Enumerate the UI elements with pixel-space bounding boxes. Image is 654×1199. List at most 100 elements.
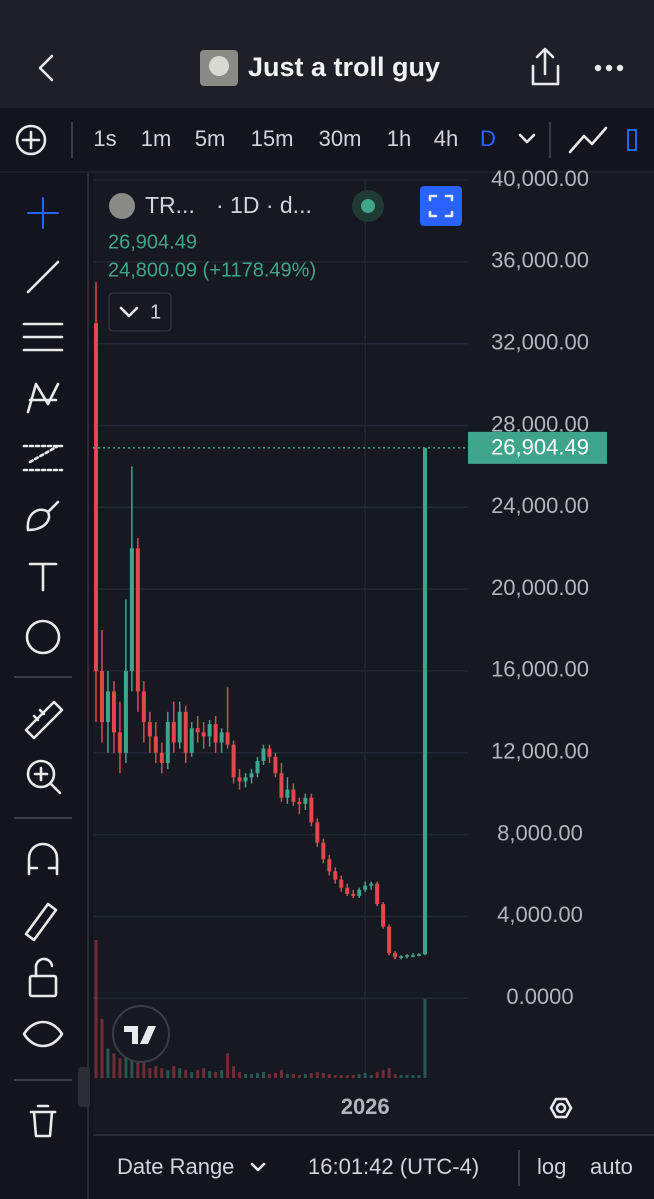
y-tick-label: 8,000.00 [497, 820, 583, 845]
volume-bar [256, 1073, 260, 1078]
candle-body [171, 722, 176, 743]
visibility-tool[interactable] [22, 1020, 64, 1048]
timeframe-button[interactable]: D [480, 126, 496, 151]
timeframe-button[interactable]: 30m [319, 126, 362, 151]
unlock-tool[interactable] [28, 974, 58, 998]
volume-bar [423, 999, 427, 1078]
volume-bar [220, 1070, 224, 1078]
zoom-tool[interactable] [26, 759, 56, 789]
add-button[interactable] [15, 124, 47, 156]
status-dot [361, 199, 375, 213]
indicator-toggle[interactable] [108, 292, 172, 332]
volume-bar [261, 1072, 265, 1078]
back-button[interactable] [38, 54, 54, 82]
timeframe-button[interactable]: 5m [195, 126, 226, 151]
candle-body [387, 926, 392, 954]
volume-bar [184, 1070, 188, 1078]
candle-body [111, 691, 116, 733]
volume-bar [309, 1073, 313, 1078]
candle-body [195, 728, 200, 733]
volume-bar [94, 940, 98, 1078]
candle-body [159, 752, 164, 763]
magnet-tool[interactable] [27, 842, 59, 876]
candle-body [405, 955, 410, 957]
pattern-tool[interactable] [26, 382, 60, 414]
candle-body [123, 670, 128, 753]
candle-body [213, 724, 218, 743]
prediction-tool[interactable] [22, 444, 64, 472]
volume-bar [196, 1070, 200, 1078]
ruler-tool[interactable] [24, 700, 64, 740]
candle-body [297, 801, 302, 804]
timeframe-dropdown[interactable] [518, 133, 536, 144]
trash-tool[interactable] [29, 1104, 57, 1138]
volume-bar [375, 1072, 379, 1078]
chart-panel [93, 173, 654, 1135]
volume-bar [405, 1075, 409, 1078]
volume-bar [166, 1070, 170, 1078]
volume-bar [148, 1068, 152, 1078]
trend-line-tool[interactable] [26, 260, 60, 294]
volume-bar [297, 1075, 301, 1078]
symbol: TR... [145, 192, 195, 218]
header-title: Just a troll guy [248, 52, 440, 82]
y-tick-label: 36,000.00 [491, 248, 589, 273]
volume-bar [273, 1073, 277, 1078]
volume-bar [279, 1070, 283, 1078]
volume-bar [333, 1075, 337, 1078]
date-range-button[interactable]: Date Range [117, 1154, 234, 1179]
timeframe-button[interactable]: 4h [434, 126, 458, 151]
settings-button[interactable] [549, 1097, 573, 1119]
y-tick-label: 32,000.00 [491, 329, 589, 354]
candle-body [129, 548, 134, 671]
candle-body [135, 548, 140, 692]
candle-body [99, 670, 104, 723]
line-chart-button[interactable] [568, 126, 608, 154]
candle-body [117, 732, 122, 753]
crosshair-tool[interactable] [27, 197, 59, 229]
more-button[interactable] [594, 64, 624, 72]
clock: 16:01:42 (UTC-4) [308, 1154, 479, 1179]
candle-body [381, 904, 386, 927]
y-tick-label: 24,000.00 [491, 493, 589, 518]
timeframe-button[interactable]: 1h [387, 126, 411, 151]
candle-body [183, 711, 188, 753]
volume-bar [112, 1053, 116, 1078]
tv-logo [112, 1005, 170, 1063]
candle-chart-button[interactable] [627, 129, 637, 151]
candle-body [303, 797, 308, 804]
volume-bar [321, 1073, 325, 1078]
candle-body [105, 691, 110, 723]
y-tick-label: 12,000.00 [491, 739, 589, 764]
interval-info: · 1D · d... [216, 192, 312, 218]
brush-tool[interactable] [26, 500, 60, 532]
candle-body [333, 871, 338, 880]
tv-logo-mark [124, 1026, 156, 1044]
lock-drawing-tool[interactable] [24, 902, 58, 942]
emoji-tool[interactable] [25, 619, 61, 655]
auto-toggle[interactable]: auto [590, 1154, 633, 1179]
candle-body [177, 711, 182, 743]
symbol-icon [109, 193, 135, 219]
share-button[interactable] [531, 47, 560, 86]
log-toggle[interactable]: log [537, 1154, 566, 1179]
candle-body [393, 953, 398, 958]
volume-bar [357, 1074, 361, 1078]
y-tick-label: 40,000.00 [491, 166, 589, 191]
volume-bar [303, 1074, 307, 1078]
toolbar [0, 108, 654, 172]
text-tool[interactable] [28, 562, 58, 592]
timeframe-button[interactable]: 1m [141, 126, 172, 151]
volume-bar [178, 1068, 182, 1078]
candle-body [267, 748, 272, 757]
timeframe-button[interactable]: 15m [251, 126, 294, 151]
fib-tool[interactable] [22, 322, 64, 352]
collapse-tab[interactable] [78, 1067, 90, 1107]
volume-bar [124, 1043, 128, 1078]
candle-body [189, 728, 194, 753]
volume-bar [106, 1048, 110, 1078]
fullscreen-button[interactable] [420, 186, 462, 226]
volume-bar [100, 1018, 104, 1078]
timeframe-button[interactable]: 1s [93, 126, 116, 151]
